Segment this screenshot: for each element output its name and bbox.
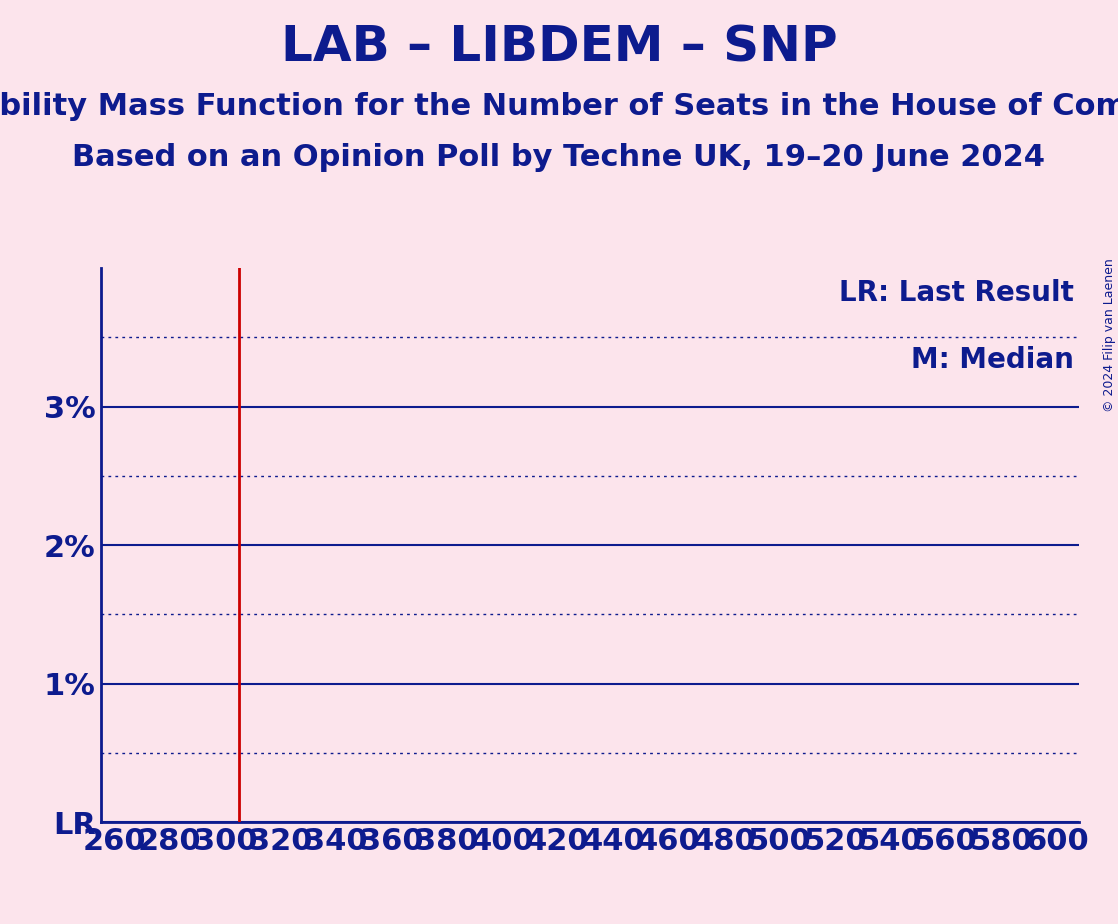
- Text: M: Median: M: Median: [911, 346, 1074, 373]
- Text: LAB – LIBDEM – SNP: LAB – LIBDEM – SNP: [281, 23, 837, 71]
- Text: Based on an Opinion Poll by Techne UK, 19–20 June 2024: Based on an Opinion Poll by Techne UK, 1…: [73, 143, 1045, 172]
- Text: Probability Mass Function for the Number of Seats in the House of Commons: Probability Mass Function for the Number…: [0, 92, 1118, 121]
- Text: © 2024 Filip van Laenen: © 2024 Filip van Laenen: [1102, 259, 1116, 412]
- Text: LR: Last Result: LR: Last Result: [840, 279, 1074, 307]
